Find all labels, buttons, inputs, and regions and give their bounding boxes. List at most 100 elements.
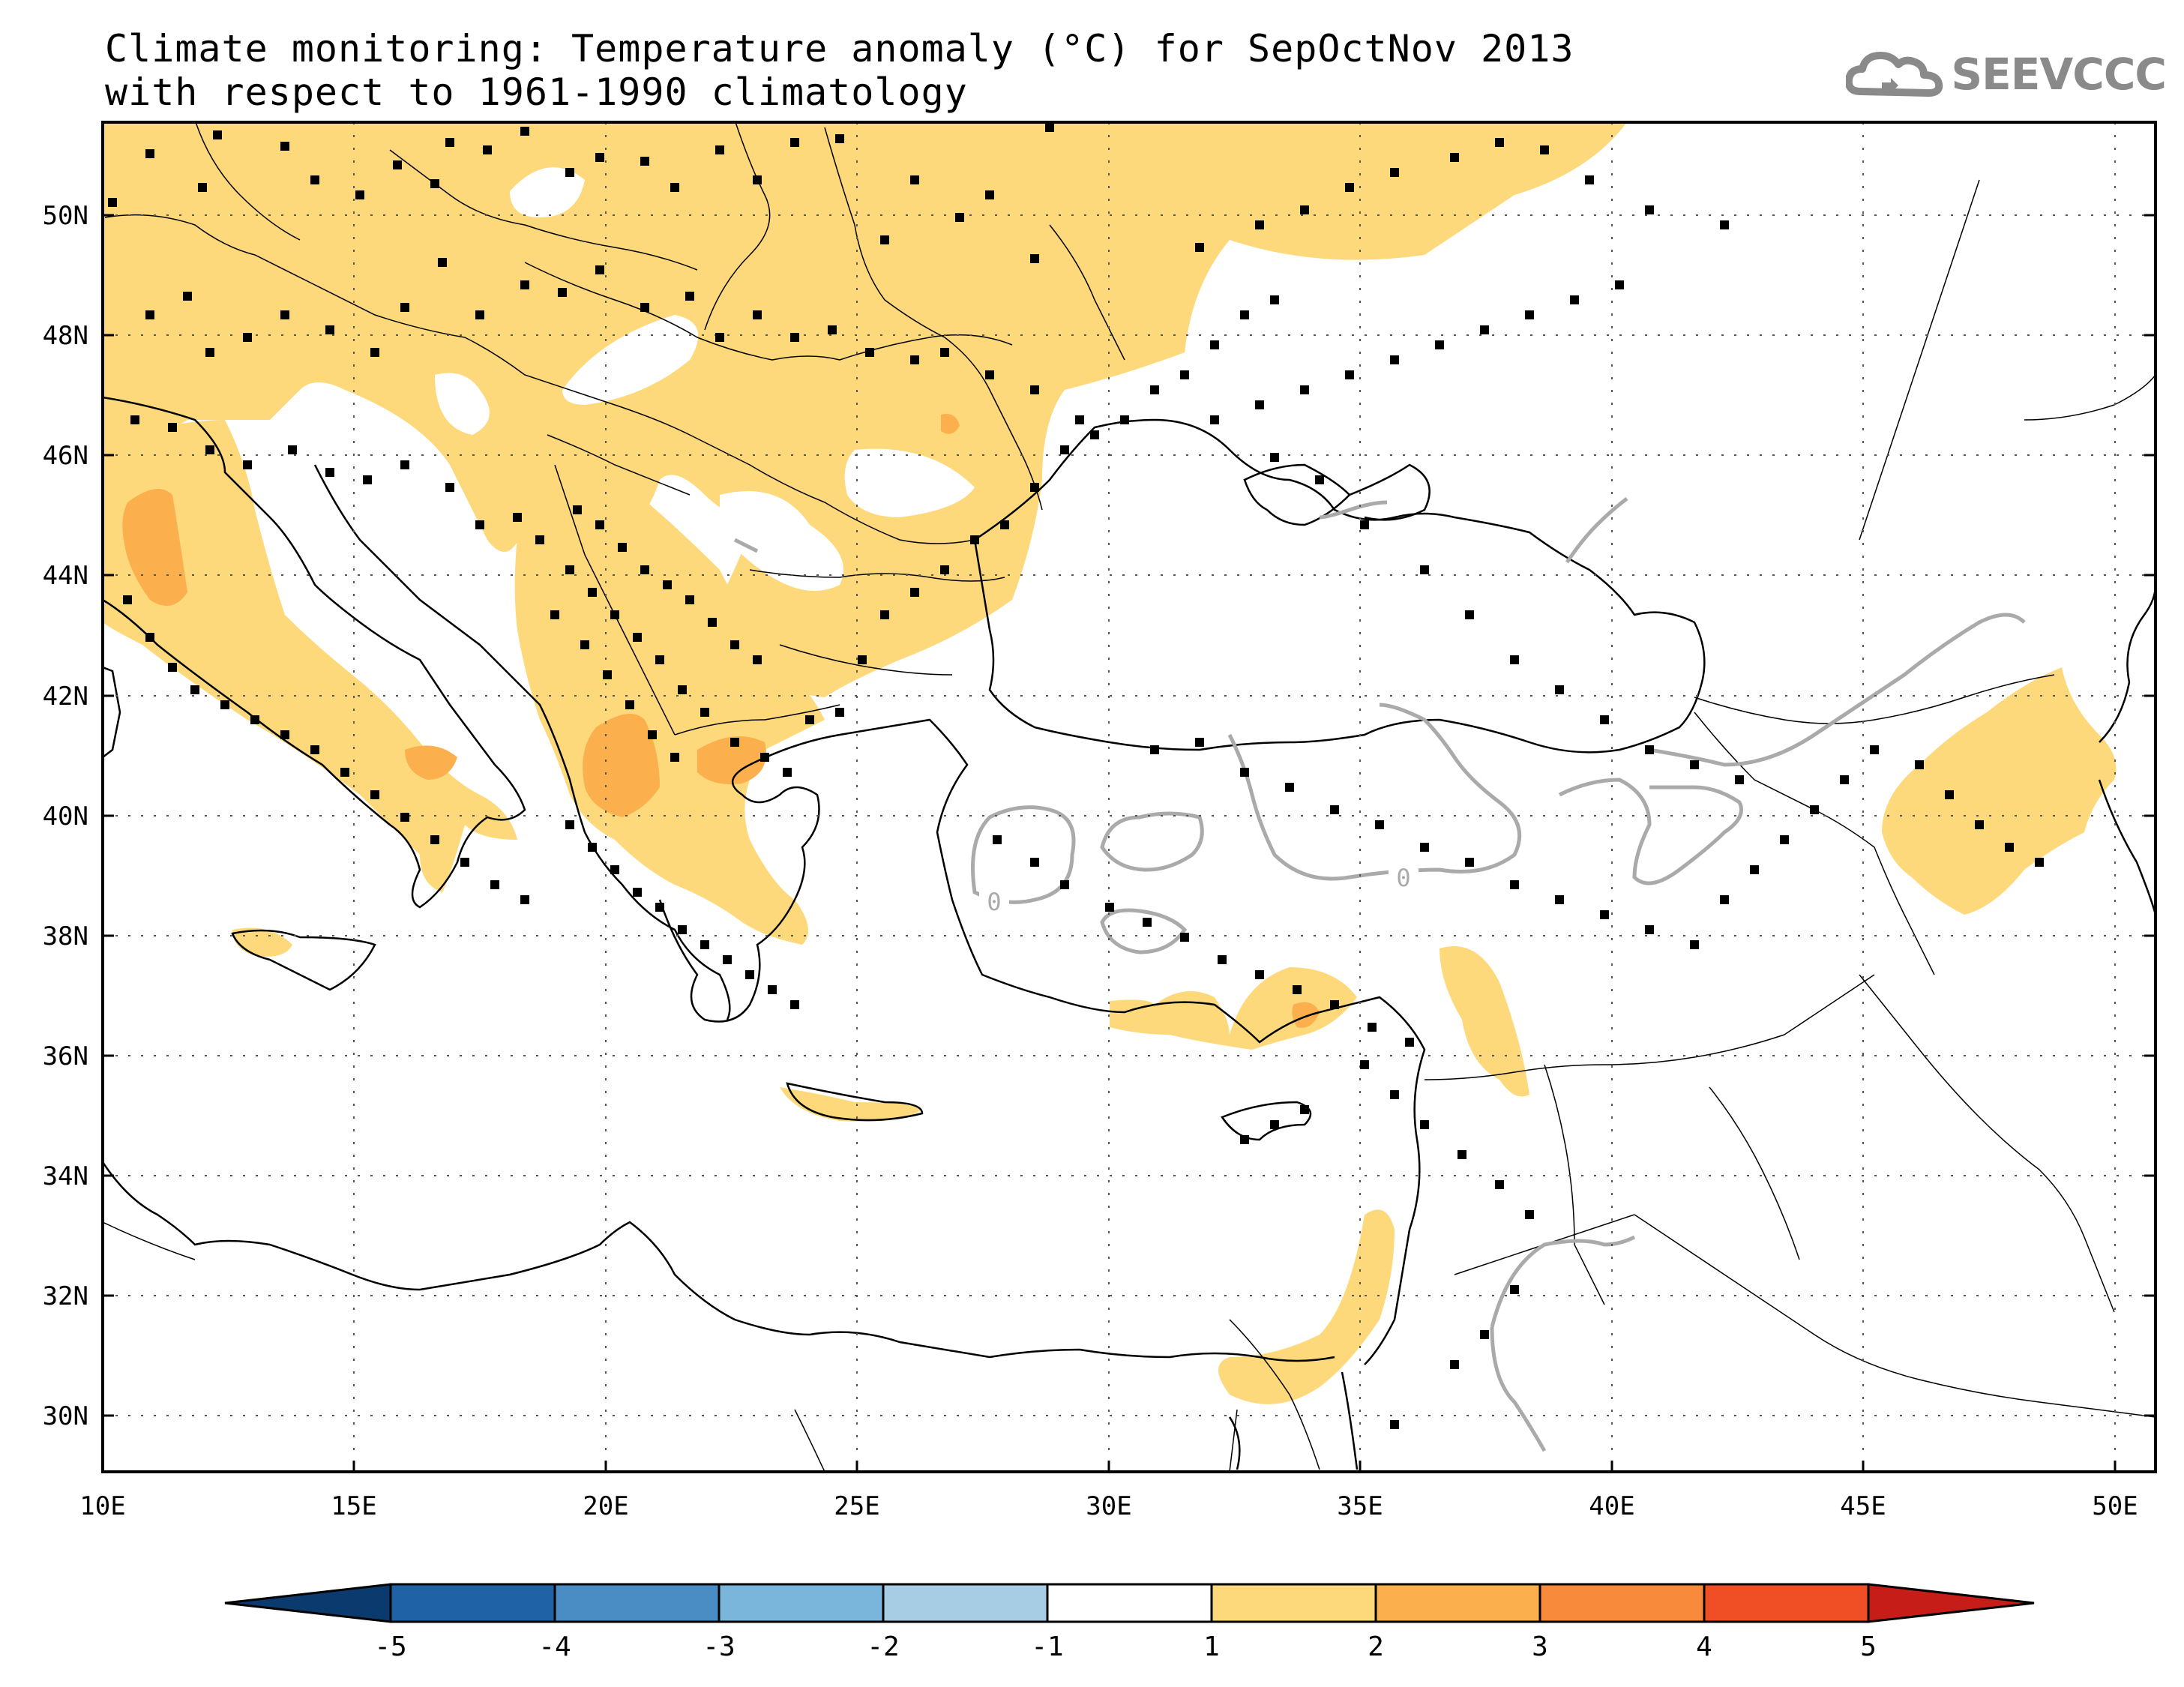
- station-marker: [565, 168, 574, 177]
- station-marker: [1870, 745, 1879, 754]
- station-marker: [753, 175, 762, 184]
- station-marker: [430, 179, 439, 188]
- station-marker: [678, 685, 687, 694]
- colorbar-label-minus-3: -3: [703, 1632, 735, 1662]
- station-marker: [325, 325, 334, 334]
- station-marker: [280, 142, 289, 151]
- station-marker: [1368, 1023, 1377, 1032]
- station-marker: [430, 835, 439, 844]
- colorbar-bin-6: [1210, 1583, 1377, 1623]
- station-marker: [400, 460, 409, 469]
- station-marker: [1030, 385, 1039, 394]
- station-marker: [1690, 940, 1699, 949]
- station-marker: [588, 588, 597, 597]
- colorbar-bin-9: [1703, 1583, 1870, 1623]
- station-marker: [610, 610, 619, 619]
- station-marker: [310, 745, 319, 754]
- station-marker: [1000, 520, 1009, 529]
- station-marker: [610, 865, 619, 874]
- station-marker: [280, 310, 289, 319]
- station-marker: [565, 820, 574, 829]
- station-marker: [768, 985, 777, 994]
- station-marker: [1240, 310, 1249, 319]
- station-marker: [790, 333, 799, 342]
- station-marker: [640, 303, 649, 312]
- title-line-2: with respect to 1961-1990 climatology: [105, 70, 968, 114]
- station-marker: [1300, 1105, 1309, 1114]
- colorbar-labels: -5 -4 -3 -2 -1 1 2 3 4 5: [374, 1632, 1877, 1662]
- colorbar-label-2: 2: [1368, 1632, 1384, 1662]
- colorbar-bin-3: [718, 1583, 885, 1623]
- station-marker: [280, 730, 289, 739]
- lat-label-30n: 30N: [43, 1401, 88, 1431]
- station-marker: [490, 880, 499, 889]
- station-marker: [1143, 918, 1152, 927]
- station-marker: [1450, 153, 1459, 162]
- station-marker: [1210, 415, 1219, 424]
- station-marker: [595, 265, 604, 274]
- station-marker: [1495, 1180, 1504, 1189]
- lon-label-30e: 30E: [1086, 1491, 1131, 1521]
- lat-label-44n: 44N: [43, 561, 88, 591]
- station-marker: [633, 633, 642, 642]
- station-marker: [1180, 370, 1189, 379]
- station-marker: [1975, 820, 1984, 829]
- anomaly-region-italy: [103, 420, 517, 892]
- station-marker: [723, 955, 732, 964]
- station-marker: [1300, 205, 1309, 214]
- colorbar-bin-5: [1046, 1583, 1213, 1623]
- station-marker: [633, 888, 642, 897]
- station-marker: [1120, 415, 1129, 424]
- station-marker: [865, 348, 874, 357]
- station-marker: [1585, 175, 1594, 184]
- station-marker: [340, 768, 349, 777]
- colorbar-bin-1: [389, 1583, 556, 1623]
- station-marker: [1150, 385, 1159, 394]
- station-marker: [1480, 325, 1489, 334]
- colorbar-label-minus-2: -2: [867, 1632, 899, 1662]
- station-marker: [363, 475, 372, 484]
- station-marker: [1285, 783, 1294, 792]
- axis-ticks: [101, 214, 2156, 1472]
- station-marker: [1750, 865, 1759, 874]
- station-marker: [1270, 295, 1279, 304]
- station-marker: [1510, 1285, 1519, 1294]
- station-marker: [1210, 340, 1219, 349]
- station-marker: [520, 280, 529, 289]
- station-marker: [1030, 483, 1039, 492]
- station-marker: [730, 640, 739, 649]
- station-marker: [325, 468, 334, 477]
- station-marker: [835, 708, 844, 717]
- station-marker: [483, 145, 492, 154]
- station-marker: [243, 333, 252, 342]
- lon-label-10e: 10E: [79, 1491, 125, 1521]
- anomaly-region-europe: [103, 122, 1627, 697]
- station-marker: [828, 325, 837, 334]
- station-marker: [678, 925, 687, 934]
- station-marker: [790, 1000, 799, 1009]
- station-marker: [1345, 183, 1354, 192]
- station-marker: [1420, 843, 1429, 852]
- station-marker: [910, 355, 919, 364]
- colorbar-label-1: 1: [1203, 1632, 1220, 1662]
- station-marker: [130, 415, 139, 424]
- logo-text: SEEVCCC: [1951, 49, 2167, 100]
- station-marker: [625, 700, 634, 709]
- station-marker: [783, 768, 792, 777]
- lon-label-45e: 45E: [1840, 1491, 1886, 1521]
- station-marker: [168, 423, 177, 432]
- station-marker: [1195, 243, 1204, 252]
- station-marker: [1465, 610, 1474, 619]
- anomaly-region-turkey-south: [1110, 967, 1357, 1050]
- station-marker: [183, 292, 192, 301]
- station-marker: [1720, 220, 1729, 229]
- station-marker: [1180, 933, 1189, 942]
- station-marker: [168, 663, 177, 672]
- colorbar-label-3: 3: [1532, 1632, 1548, 1662]
- colorbar: [224, 1583, 2035, 1623]
- station-marker: [145, 633, 154, 642]
- station-marker: [1735, 775, 1744, 784]
- station-marker: [1510, 655, 1519, 664]
- station-marker: [213, 130, 222, 139]
